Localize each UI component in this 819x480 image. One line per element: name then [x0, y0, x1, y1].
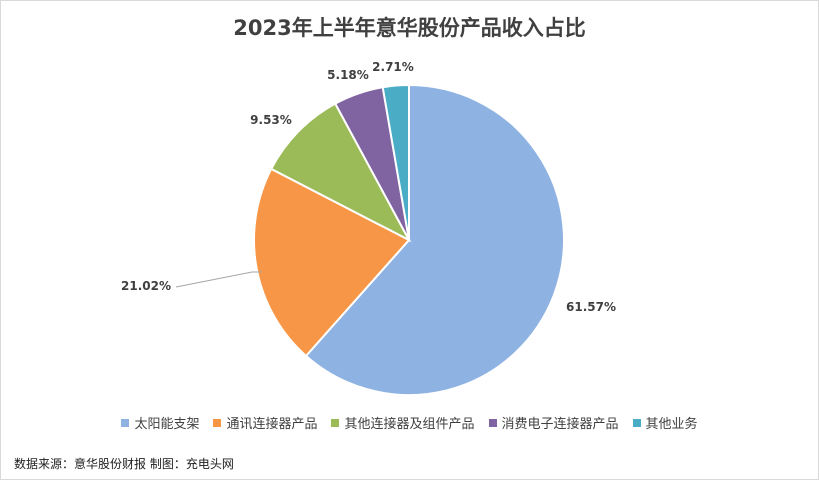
pie-slice-2: [253, 167, 411, 358]
legend-item-4: 消费电子连接器产品: [488, 413, 619, 432]
chart-title: 2023年上半年意华股份产品收入占比: [233, 16, 586, 40]
legend-item-3: 其他连接器及组件产品: [331, 413, 475, 432]
pie-slice-1: [304, 83, 565, 396]
data-source-note: 数据来源：意华股份财报 制图：充电头网: [14, 457, 234, 471]
legend-label: 太阳能支架: [134, 417, 200, 432]
data-label-2: 21.02%: [121, 279, 171, 293]
legend-label: 其他连接器及组件产品: [344, 417, 475, 432]
legend-label: 通讯连接器产品: [226, 417, 318, 432]
legend-item-5: 其他业务: [632, 413, 698, 432]
data-label-3: 9.53%: [250, 113, 292, 127]
legend-swatch: [632, 418, 641, 427]
leader-line: [175, 271, 262, 288]
legend-swatch: [121, 418, 130, 427]
data-label-5: 2.71%: [372, 60, 414, 74]
pie-slice-3: [269, 102, 412, 243]
data-label-4: 5.18%: [327, 68, 369, 82]
legend-swatch: [213, 418, 222, 427]
legend-label: 消费电子连接器产品: [501, 417, 619, 432]
data-label-1: 61.57%: [566, 300, 616, 314]
legend-item-1: 太阳能支架: [121, 413, 199, 432]
legend-item-2: 通讯连接器产品: [213, 413, 317, 432]
chart-legend: 太阳能支架 通讯连接器产品 其他连接器及组件产品 消费电子连接器产品 其他业务: [0, 413, 819, 432]
legend-swatch: [488, 418, 497, 427]
legend-label: 其他业务: [645, 417, 698, 432]
pie-slice-5: [381, 83, 410, 241]
legend-swatch: [331, 418, 340, 427]
